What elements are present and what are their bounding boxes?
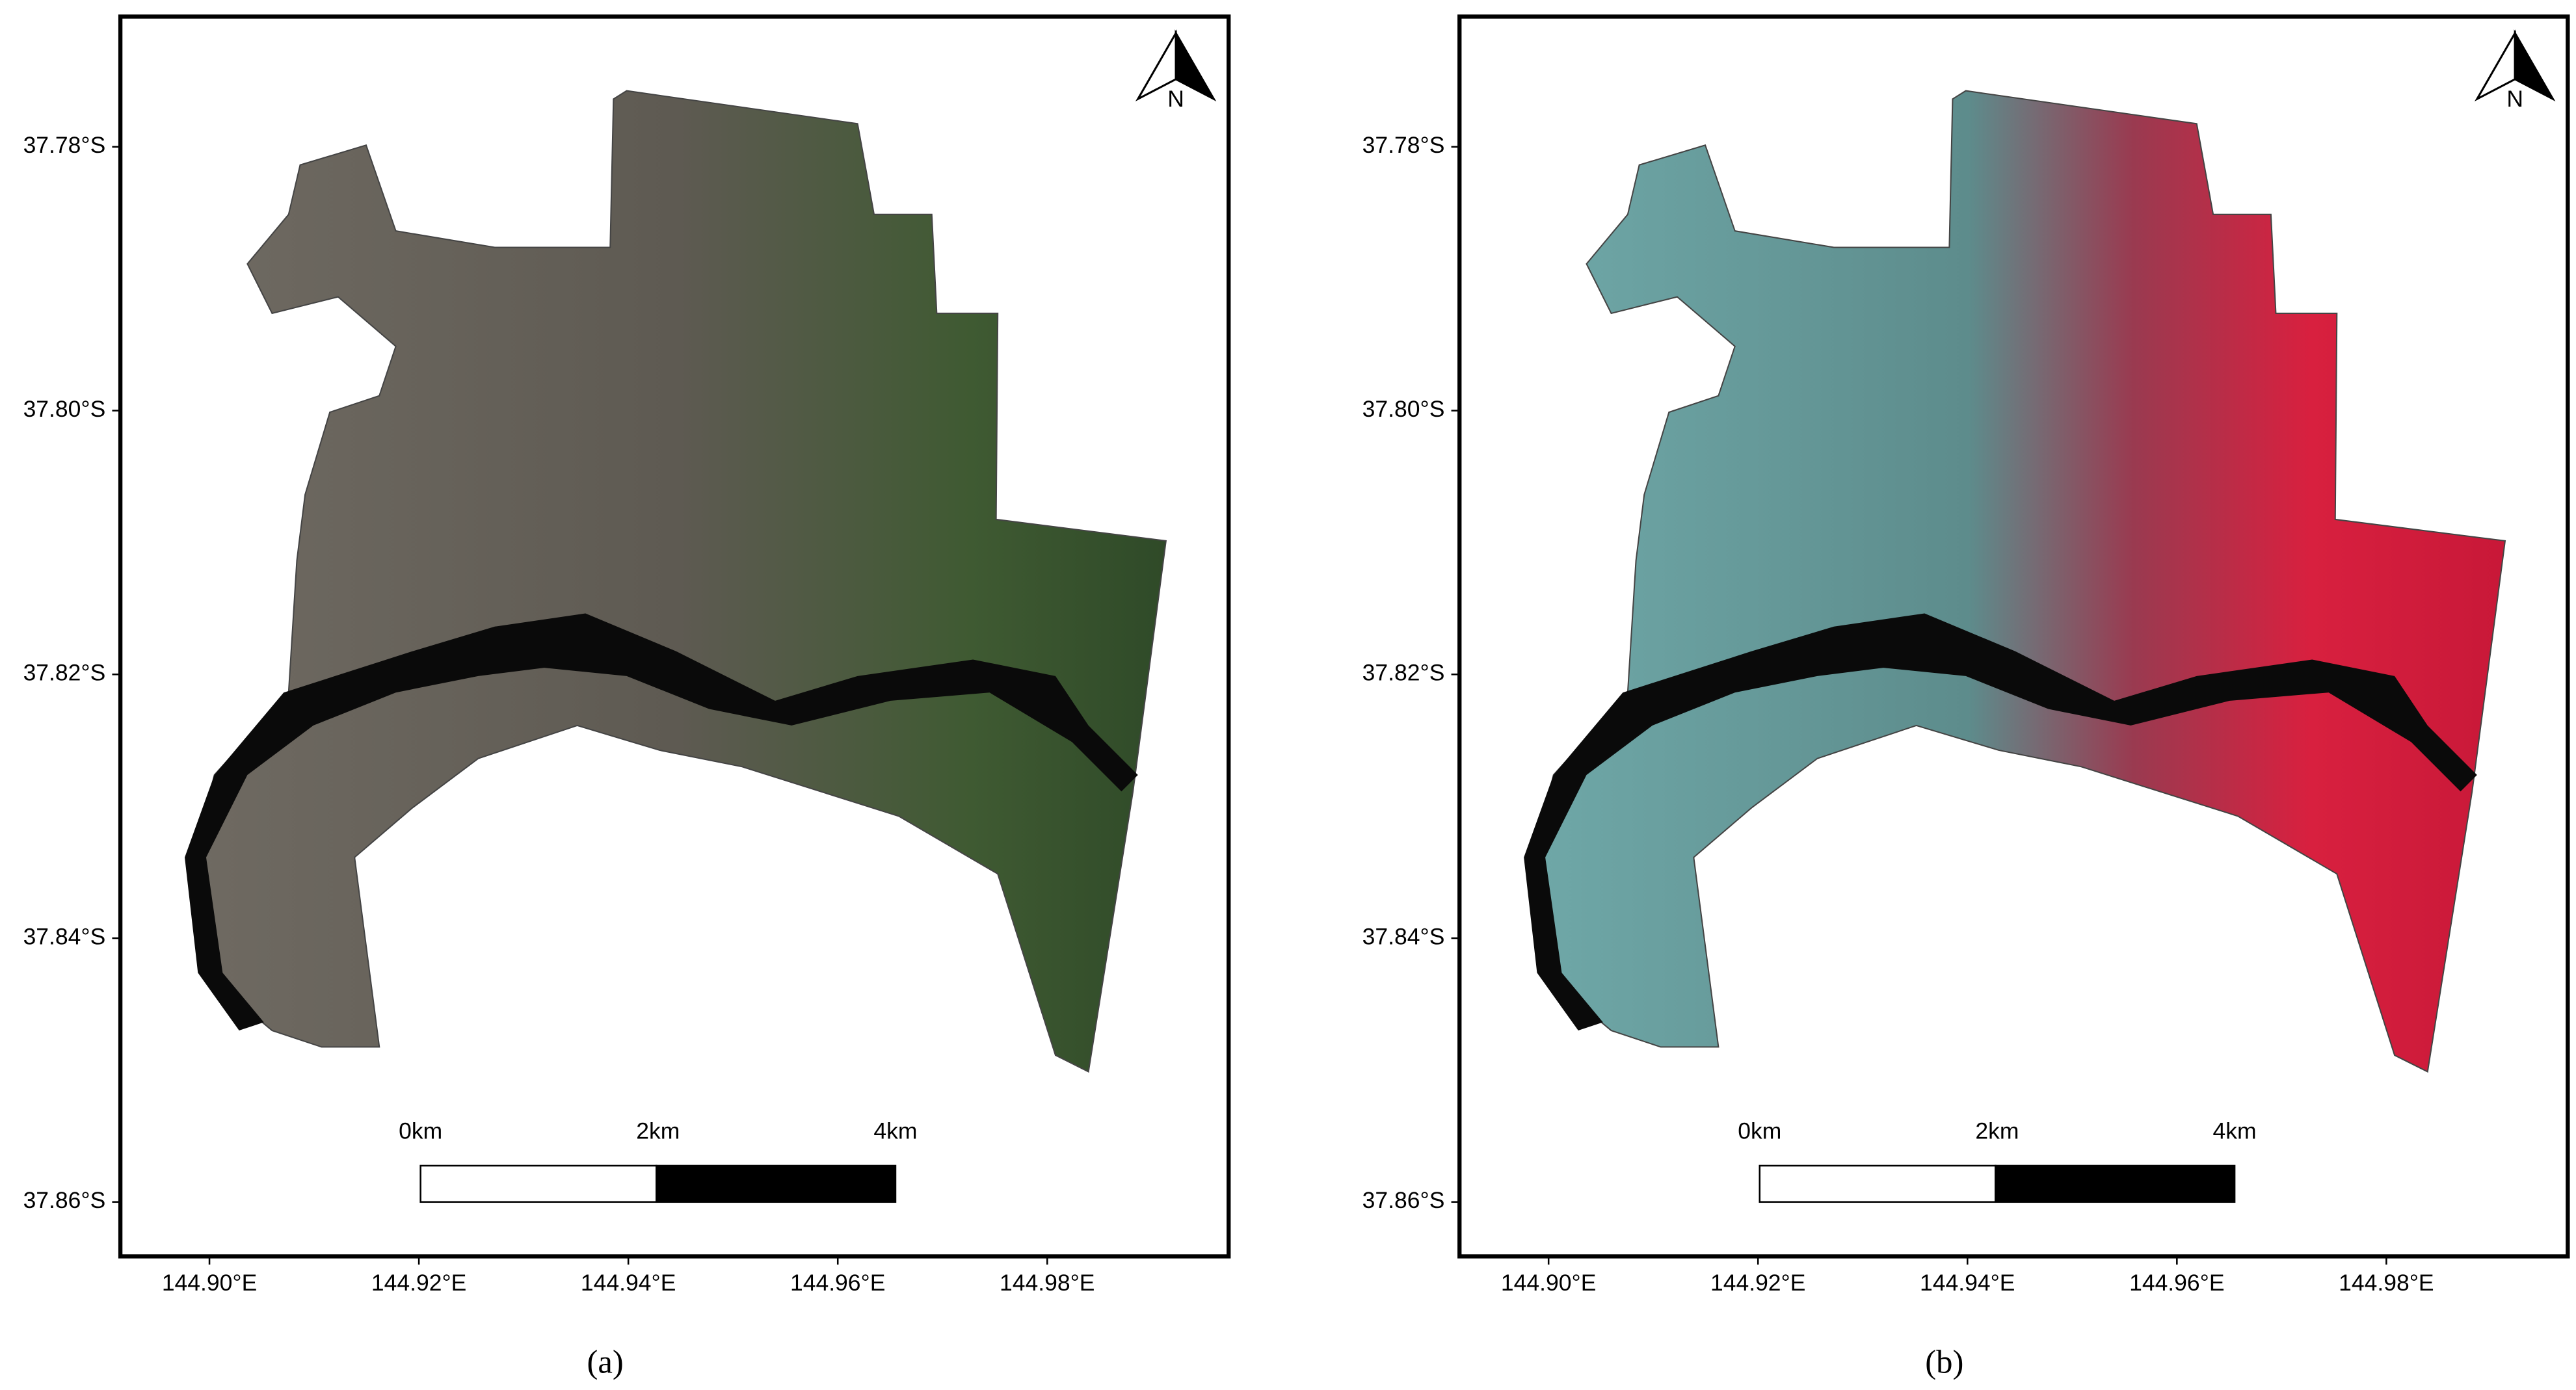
map-panel: 37.78°S 37.80°S 37.82°S 37.84°S 37.86°S 144.9… bbox=[1362, 14, 2570, 1380]
y-tick-label: 37.78°S bbox=[1362, 132, 1445, 158]
y-tick-label: 37.78°S bbox=[23, 132, 106, 158]
y-tick-label: 37.80°S bbox=[1362, 396, 1445, 422]
scale-bar-black bbox=[1995, 1164, 2236, 1203]
scale-bar-label: 2km bbox=[636, 1118, 680, 1144]
map-panel: 37.78°S 37.80°S 37.82°S 37.84°S 37.86°S 144.9… bbox=[23, 14, 1231, 1380]
y-tick-label: 37.84°S bbox=[1362, 923, 1445, 949]
x-tick-label: 144.98°E bbox=[2339, 1270, 2434, 1296]
north-label: N bbox=[1167, 86, 1184, 112]
map-frame bbox=[118, 14, 1231, 1259]
x-tick-label: 144.96°E bbox=[2129, 1270, 2224, 1296]
y-tick-label: 37.86°S bbox=[1362, 1187, 1445, 1213]
y-tick-label: 37.82°S bbox=[23, 660, 106, 686]
scale-bar-label: 2km bbox=[1975, 1118, 2019, 1144]
map-land bbox=[189, 90, 1167, 1073]
x-tick-label: 144.96°E bbox=[790, 1270, 885, 1296]
y-tick-label: 37.84°S bbox=[23, 923, 106, 949]
y-tick-label: 37.86°S bbox=[23, 1187, 106, 1213]
scale-bar-white bbox=[419, 1164, 657, 1203]
x-tick-label: 144.90°E bbox=[1501, 1270, 1596, 1296]
scale-bar-black bbox=[656, 1164, 897, 1203]
north-arrow-right bbox=[1175, 29, 1217, 102]
x-tick-label: 144.94°E bbox=[1920, 1270, 2015, 1296]
x-tick-label: 144.98°E bbox=[1000, 1270, 1095, 1296]
scale-bar-label: 0km bbox=[399, 1118, 442, 1144]
caption: (a) bbox=[587, 1343, 624, 1380]
north-arrow-right bbox=[2514, 29, 2556, 102]
caption: (b) bbox=[1925, 1343, 1963, 1380]
y-tick-label: 37.82°S bbox=[1362, 660, 1445, 686]
scale-bar-white bbox=[1759, 1164, 1997, 1203]
y-tick-label: 37.80°S bbox=[23, 396, 106, 422]
scale-bar-label: 0km bbox=[1738, 1118, 1781, 1144]
map-land bbox=[1528, 90, 2506, 1073]
x-tick-label: 144.92°E bbox=[1710, 1270, 1805, 1296]
scale-bar-label: 4km bbox=[873, 1118, 917, 1144]
x-tick-label: 144.92°E bbox=[371, 1270, 466, 1296]
scale-bar-label: 4km bbox=[2213, 1118, 2257, 1144]
map-frame bbox=[1457, 14, 2570, 1259]
north-label: N bbox=[2506, 86, 2523, 112]
x-tick-label: 144.90°E bbox=[162, 1270, 257, 1296]
x-tick-label: 144.94°E bbox=[581, 1270, 676, 1296]
